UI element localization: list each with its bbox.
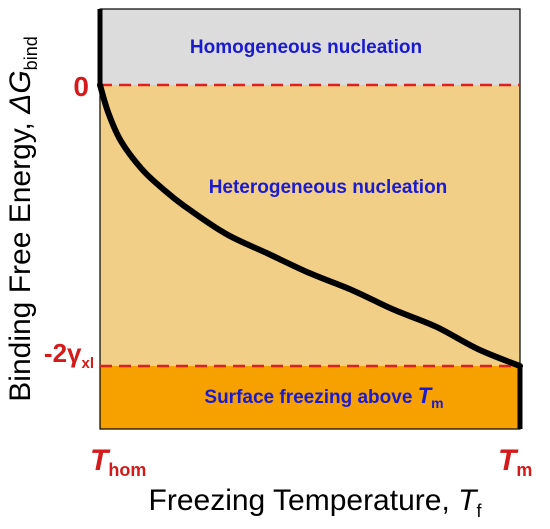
x-tick-tm: Tm xyxy=(498,444,532,480)
surface-freezing-text: Surface freezing above xyxy=(204,387,417,408)
y-tick-neg-2gamma-sub: xl xyxy=(81,355,94,372)
y-axis-title-text: Binding Free Energy, xyxy=(4,114,37,402)
y-tick-neg-2gamma: -2γxl xyxy=(44,338,94,372)
heterogeneous-label: Heterogeneous nucleation xyxy=(209,177,448,198)
y-tick-zero: 0 xyxy=(73,71,89,102)
x-axis-title-sym: T xyxy=(458,484,479,517)
x-axis-title-text: Freezing Temperature, xyxy=(149,484,459,517)
x-tick-tm-main: T xyxy=(498,444,519,477)
x-tick-thom-sub: hom xyxy=(108,460,146,480)
x-tick-thom-main: T xyxy=(90,444,111,477)
x-tick-thom: Thom xyxy=(90,444,146,480)
x-axis-title-sub: f xyxy=(476,501,482,521)
binding-energy-curve xyxy=(97,82,523,369)
plot-frame xyxy=(99,8,521,430)
homogeneous-label: Homogeneous nucleation xyxy=(190,37,422,58)
surface-freezing-label: Surface freezing above Tm xyxy=(204,383,443,411)
homogeneous-region xyxy=(100,9,520,85)
x-tick-tm-sub: m xyxy=(516,460,532,480)
heterogeneous-region xyxy=(100,85,520,366)
surface-freezing-region xyxy=(100,366,520,429)
x-axis-title: Freezing Temperature, Tf xyxy=(149,484,483,521)
y-axis-title-sym: ΔG xyxy=(4,70,37,114)
y-tick-neg-2gamma-main: -2γ xyxy=(44,338,82,368)
surface-freezing-sym: T xyxy=(418,383,433,408)
surface-freezing-sub: m xyxy=(431,395,443,411)
y-axis-title: Binding Free Energy, ΔGbind xyxy=(4,36,41,401)
y-axis-title-sub: bind xyxy=(21,36,41,70)
